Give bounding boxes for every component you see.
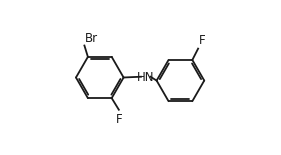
Text: Br: Br — [85, 32, 98, 45]
Text: F: F — [199, 34, 205, 47]
Text: HN: HN — [137, 71, 155, 84]
Text: F: F — [115, 113, 122, 126]
